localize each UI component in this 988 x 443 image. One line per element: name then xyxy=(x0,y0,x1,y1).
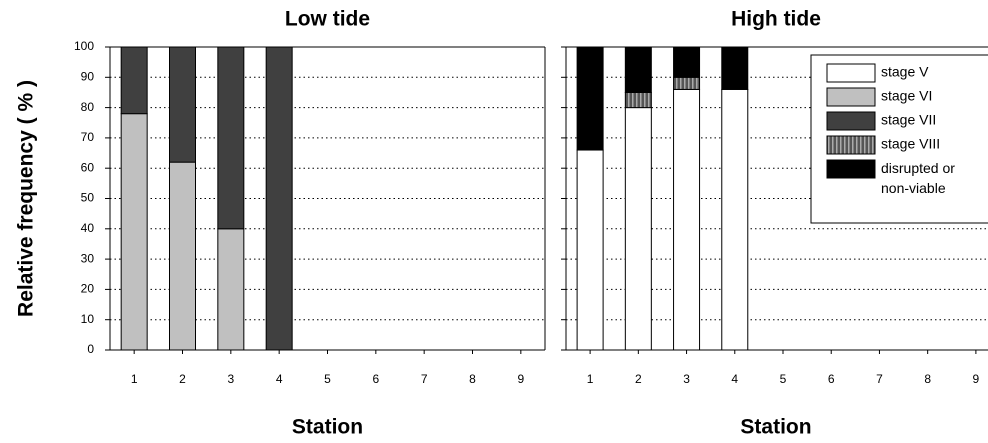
y-tick-label: 40 xyxy=(81,221,95,235)
bar-segment xyxy=(120,46,148,115)
x-axis-label: Station xyxy=(292,416,363,439)
x-tick-label: 1 xyxy=(131,372,138,386)
legend: stage V stage VI stage VII stage VIII disrup… xyxy=(810,54,988,224)
y-tick-label: 70 xyxy=(81,130,95,144)
x-tick-label: 7 xyxy=(876,372,883,386)
y-tick-label: 0 xyxy=(87,342,94,356)
legend-label: stage V xyxy=(881,64,929,80)
y-tick-label: 50 xyxy=(81,191,95,205)
x-tick-label: 8 xyxy=(469,372,476,386)
x-tick-label: 2 xyxy=(179,372,186,386)
y-tick-label: 20 xyxy=(81,282,95,296)
x-tick-label: 2 xyxy=(635,372,642,386)
x-tick-label: 5 xyxy=(324,372,331,386)
y-tick-label: 100 xyxy=(74,39,94,53)
bar-segment xyxy=(673,76,701,90)
legend-label-line: non-viable xyxy=(881,180,946,196)
bar-segment xyxy=(120,113,148,351)
bar-segment xyxy=(673,88,701,351)
x-tick-label: 8 xyxy=(924,372,931,386)
legend-label: disrupted or non-viable xyxy=(881,160,955,196)
legend-label: stage VIII xyxy=(881,136,940,152)
x-tick-label: 4 xyxy=(276,372,283,386)
bar-segment xyxy=(673,46,701,78)
legend-swatch xyxy=(826,159,876,179)
y-tick-label: 10 xyxy=(81,312,95,326)
bar-segment xyxy=(265,46,293,351)
x-tick-label: 1 xyxy=(587,372,594,386)
legend-swatch xyxy=(826,87,876,107)
chart-title: High tide xyxy=(731,8,821,31)
bar-segment xyxy=(217,46,245,230)
x-tick-label: 6 xyxy=(828,372,835,386)
x-tick-label: 3 xyxy=(227,372,234,386)
y-tick-label: 80 xyxy=(81,100,95,114)
bar-segment xyxy=(624,107,652,351)
x-tick-label: 9 xyxy=(973,372,980,386)
legend-swatch xyxy=(826,111,876,131)
bar-segment xyxy=(624,91,652,109)
bar-segment xyxy=(576,46,604,151)
legend-label: stage VI xyxy=(881,88,932,104)
bar-segment xyxy=(624,46,652,93)
bar-segment xyxy=(721,46,749,90)
y-tick-label: 30 xyxy=(81,251,95,265)
x-axis-label: Station xyxy=(740,416,811,439)
x-tick-label: 7 xyxy=(421,372,428,386)
y-tick-label: 60 xyxy=(81,160,95,174)
legend-swatch xyxy=(826,63,876,83)
x-tick-label: 5 xyxy=(780,372,787,386)
y-axis-label: Relative frequency ( % ) xyxy=(15,80,38,317)
legend-swatch xyxy=(826,135,876,155)
legend-label: stage VII xyxy=(881,112,936,128)
x-tick-label: 9 xyxy=(517,372,524,386)
bar-segment xyxy=(576,149,604,351)
bar-segment xyxy=(217,228,245,351)
x-tick-label: 3 xyxy=(683,372,690,386)
chart-title: Low tide xyxy=(285,8,370,31)
bar-segment xyxy=(721,88,749,351)
bar-segment xyxy=(169,161,196,351)
legend-label-line: disrupted or xyxy=(881,160,955,176)
x-tick-label: 6 xyxy=(372,372,379,386)
y-tick-label: 90 xyxy=(81,69,95,83)
x-tick-label: 4 xyxy=(731,372,738,386)
bar-segment xyxy=(169,46,196,163)
